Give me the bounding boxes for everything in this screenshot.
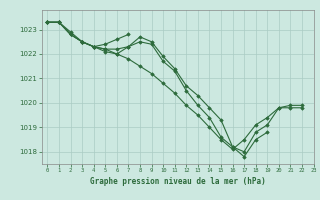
X-axis label: Graphe pression niveau de la mer (hPa): Graphe pression niveau de la mer (hPa) <box>90 177 266 186</box>
